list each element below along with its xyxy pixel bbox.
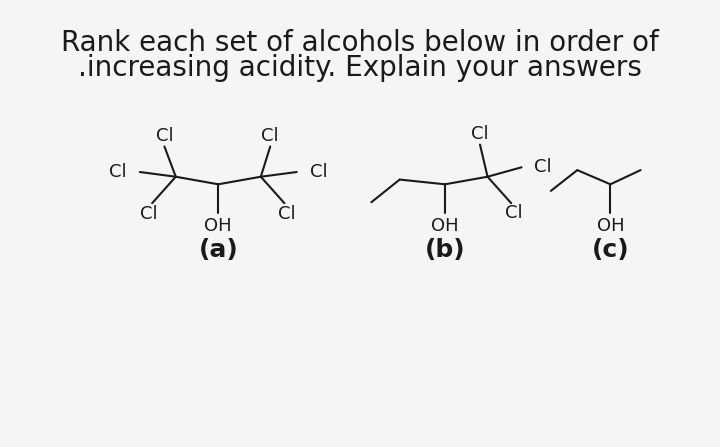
Text: Cl: Cl	[505, 204, 523, 222]
Text: OH: OH	[597, 217, 624, 235]
Text: OH: OH	[431, 217, 459, 235]
Text: Cl: Cl	[261, 127, 279, 145]
Text: Cl: Cl	[534, 158, 552, 176]
Text: (c): (c)	[592, 238, 629, 262]
Text: Cl: Cl	[471, 125, 489, 143]
Text: Cl: Cl	[310, 163, 328, 181]
Text: .increasing acidity. Explain your answers: .increasing acidity. Explain your answer…	[78, 54, 642, 82]
Text: Cl: Cl	[279, 205, 296, 223]
Text: (a): (a)	[199, 238, 238, 262]
Text: Rank each set of alcohols below in order of: Rank each set of alcohols below in order…	[61, 29, 659, 57]
Text: Cl: Cl	[140, 205, 158, 223]
Text: (b): (b)	[425, 238, 465, 262]
Text: Cl: Cl	[156, 127, 174, 145]
Text: OH: OH	[204, 217, 232, 235]
Text: Cl: Cl	[109, 163, 127, 181]
